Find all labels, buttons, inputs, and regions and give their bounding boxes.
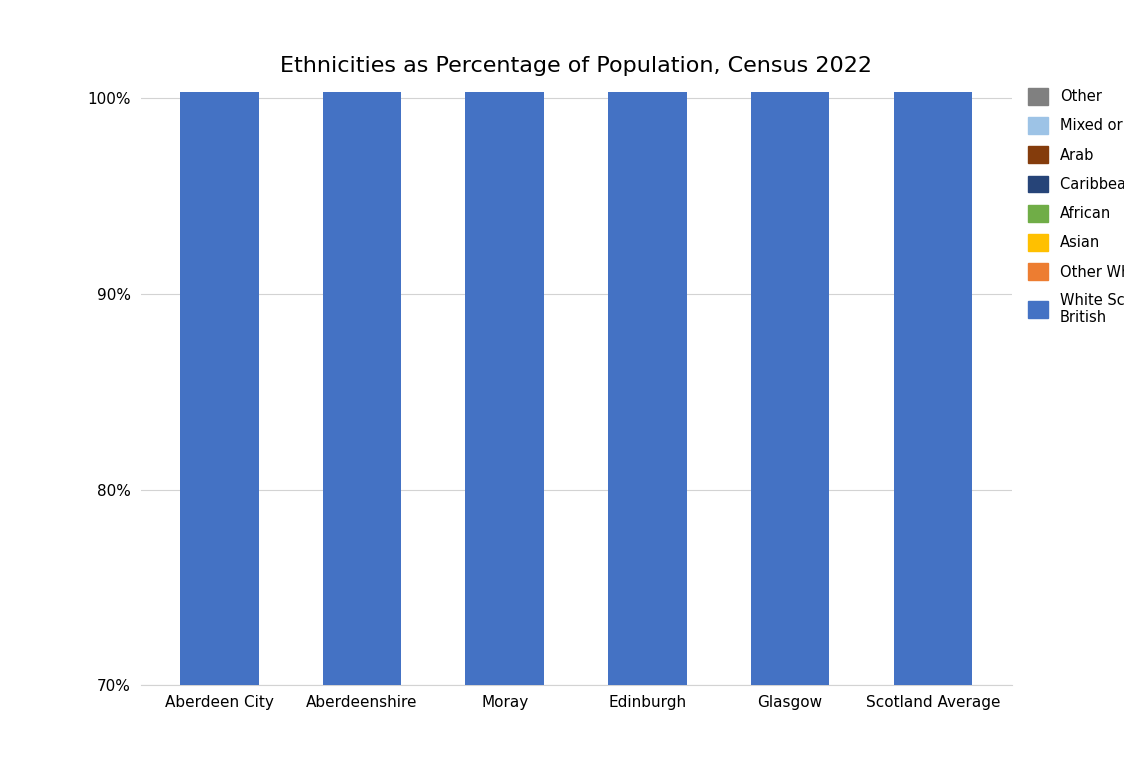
Title: Ethnicities as Percentage of Population, Census 2022: Ethnicities as Percentage of Population,… xyxy=(280,55,872,75)
Legend: Other, Mixed or Multiple, Arab, Caribbean or Black, African, Asian, Other White,: Other, Mixed or Multiple, Arab, Caribbea… xyxy=(1027,88,1124,325)
Bar xyxy=(894,0,972,685)
Bar xyxy=(751,0,830,685)
Bar xyxy=(180,0,259,685)
Bar xyxy=(608,0,687,685)
Bar xyxy=(465,0,544,685)
Bar xyxy=(323,0,401,685)
